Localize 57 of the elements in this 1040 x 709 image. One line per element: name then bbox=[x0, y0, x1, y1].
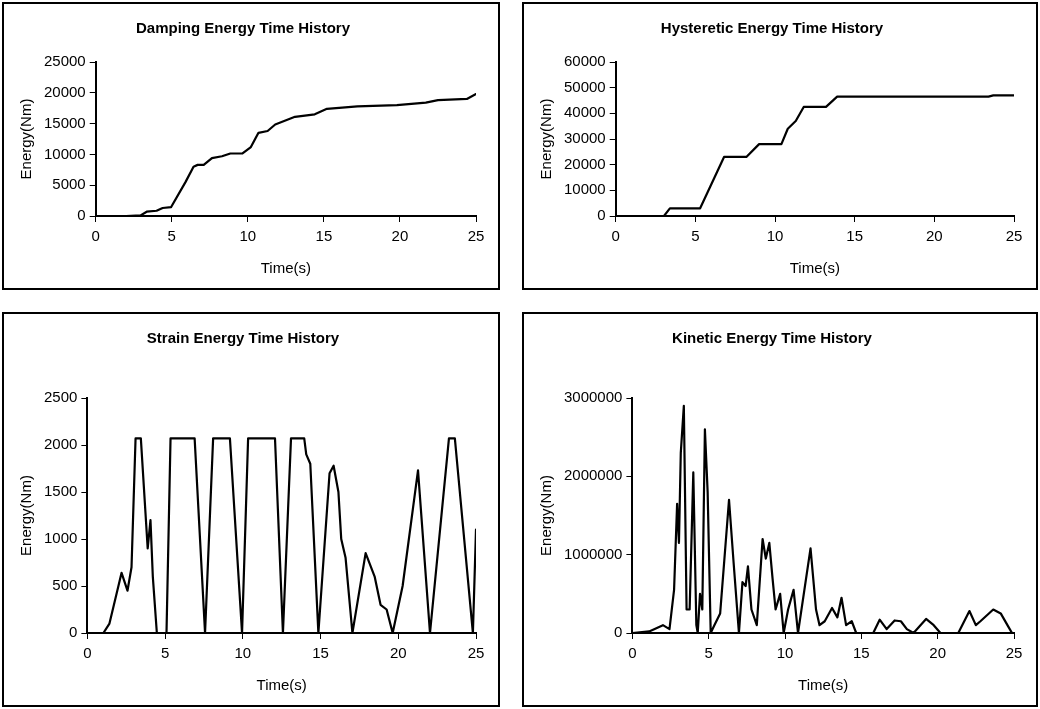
y-tick-label: 30000 bbox=[563, 129, 606, 147]
x-axis-title: Time(s) bbox=[798, 676, 849, 694]
y-tick-label: 0 bbox=[597, 206, 606, 224]
x-axis-title: Time(s) bbox=[789, 259, 840, 277]
y-tick-label: 3000000 bbox=[563, 388, 623, 406]
chart-title: Kinetic Energy Time History bbox=[672, 329, 873, 347]
x-tick-label: 5 bbox=[691, 227, 700, 245]
y-tick-label: 60000 bbox=[563, 52, 606, 70]
chart-title: Damping Energy Time History bbox=[136, 19, 351, 37]
y-tick-label: 50000 bbox=[563, 77, 606, 95]
y-tick-label: 0 bbox=[69, 623, 78, 641]
x-tick-label: 10 bbox=[766, 227, 784, 245]
x-tick-label: 15 bbox=[853, 644, 870, 662]
y-axis-title: Energy(Nm) bbox=[17, 98, 35, 180]
y-tick-label: 2500 bbox=[43, 388, 78, 406]
y-tick-label: 1000000 bbox=[563, 544, 623, 562]
x-tick-label: 15 bbox=[312, 644, 329, 662]
y-tick-label: 25000 bbox=[43, 52, 86, 70]
y-axis-title: Energy(Nm) bbox=[537, 475, 555, 556]
x-tick-label: 10 bbox=[234, 644, 252, 662]
x-tick-label: 20 bbox=[926, 227, 943, 245]
y-tick-label: 500 bbox=[52, 576, 78, 594]
x-tick-label: 10 bbox=[239, 227, 257, 245]
y-tick-label: 0 bbox=[614, 623, 623, 641]
y-tick-label: 20000 bbox=[43, 82, 86, 100]
chart-title: Hysteretic Energy Time History bbox=[660, 19, 884, 37]
x-tick-label: 5 bbox=[160, 644, 170, 662]
y-tick-label: 40000 bbox=[563, 103, 606, 121]
y-tick-label: 15000 bbox=[43, 113, 86, 131]
y-tick-label: 2000000 bbox=[563, 466, 623, 484]
x-axis-title: Time(s) bbox=[260, 259, 311, 277]
x-tick-label: 25 bbox=[1005, 644, 1023, 662]
y-tick-label: 0 bbox=[77, 206, 86, 224]
x-tick-label: 25 bbox=[1005, 227, 1023, 245]
y-axis-title: Energy(Nm) bbox=[17, 475, 35, 556]
x-tick-label: 15 bbox=[315, 227, 333, 245]
y-tick-label: 5000 bbox=[52, 175, 86, 193]
x-tick-label: 25 bbox=[467, 644, 485, 662]
y-axis-title: Energy(Nm) bbox=[537, 98, 555, 180]
x-tick-label: 20 bbox=[929, 644, 947, 662]
chart-title: Strain Energy Time History bbox=[146, 329, 340, 347]
x-tick-label: 10 bbox=[776, 644, 794, 662]
x-tick-label: 15 bbox=[846, 227, 864, 245]
y-tick-label: 2000 bbox=[43, 435, 78, 453]
x-tick-label: 0 bbox=[628, 644, 637, 662]
x-axis-title: Time(s) bbox=[256, 676, 307, 694]
x-tick-label: 20 bbox=[391, 227, 409, 245]
x-tick-label: 5 bbox=[167, 227, 176, 245]
y-tick-label: 10000 bbox=[43, 144, 86, 162]
x-tick-label: 20 bbox=[389, 644, 407, 662]
x-tick-label: 0 bbox=[91, 227, 100, 245]
y-tick-label: 1500 bbox=[43, 482, 78, 500]
y-tick-label: 20000 bbox=[563, 154, 606, 172]
y-tick-label: 1000 bbox=[43, 529, 78, 547]
y-tick-label: 10000 bbox=[563, 180, 606, 198]
x-tick-label: 5 bbox=[704, 644, 713, 662]
x-tick-label: 25 bbox=[467, 227, 485, 245]
